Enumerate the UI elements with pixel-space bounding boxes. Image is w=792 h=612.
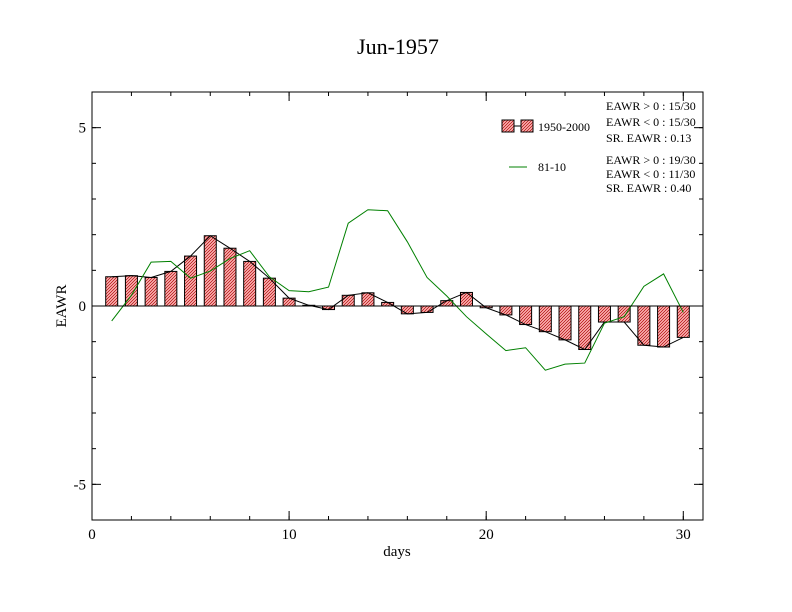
legend-swatch-1950-2000-right: [520, 119, 534, 133]
x-tick-label: 30: [676, 527, 691, 543]
chart-title: Jun-1957: [357, 34, 439, 59]
y-axis-label: EAWR: [54, 285, 70, 328]
legend-label-1950-2000: 1950-2000: [538, 120, 590, 134]
y-tick-label: 5: [79, 121, 87, 137]
legend-stat-81-10-sr: SR. EAWR : 0.40: [606, 181, 691, 195]
bar-1950-2000-day-17: [420, 305, 434, 313]
bar-1950-2000-day-5: [184, 255, 198, 307]
bar-1950-2000-day-29: [657, 305, 671, 348]
lines-layer: [92, 209, 703, 371]
legend-stat-81-10-neg: EAWR < 0 : 11/30: [606, 167, 695, 181]
bar-1950-2000-day-28: [637, 305, 651, 346]
bar-1950-2000-day-30: [676, 305, 690, 338]
x-tick-label: 0: [88, 527, 96, 543]
bars-layer: [105, 235, 690, 351]
legend-stat-81-10-pos: EAWR > 0 : 19/30: [606, 153, 696, 167]
bar-1950-2000-day-16: [400, 305, 414, 315]
legend: 1950-2000 EAWR > 0 : 15/30 EAWR < 0 : 15…: [501, 99, 696, 195]
bar-1950-2000-day-24: [558, 305, 572, 341]
bar-1950-2000-day-27: [617, 305, 631, 323]
bar-1950-2000-day-26: [597, 305, 611, 323]
bar-1950-2000-day-22: [519, 305, 533, 326]
bar-1950-2000-day-23: [538, 305, 552, 333]
series-line-1950-2000: [111, 235, 684, 351]
legend-label-81-10: 81-10: [538, 160, 566, 174]
bar-1950-2000-day-8: [243, 260, 257, 307]
bar-1950-2000-day-1: [105, 276, 119, 307]
bar-1950-2000-day-13: [341, 294, 355, 307]
x-axis-label: days: [383, 544, 411, 560]
legend-swatch-1950-2000-left: [501, 119, 515, 133]
x-tick-label: 20: [479, 527, 494, 543]
legend-stat-1950-2000-sr: SR. EAWR : 0.13: [606, 131, 691, 145]
series-line-81-10: [111, 209, 684, 371]
bar-1950-2000-day-4: [164, 270, 178, 307]
legend-stat-1950-2000-neg: EAWR < 0 : 15/30: [606, 115, 696, 129]
y-tick-label: -5: [74, 477, 87, 493]
ticks-layer: 0 10 20 30 5 0 -5: [74, 91, 703, 543]
x-tick-label: 10: [282, 527, 297, 543]
legend-stat-1950-2000-pos: EAWR > 0 : 15/30: [606, 99, 696, 113]
y-tick-label: 0: [79, 299, 87, 315]
bar-1950-2000-day-3: [144, 276, 158, 307]
